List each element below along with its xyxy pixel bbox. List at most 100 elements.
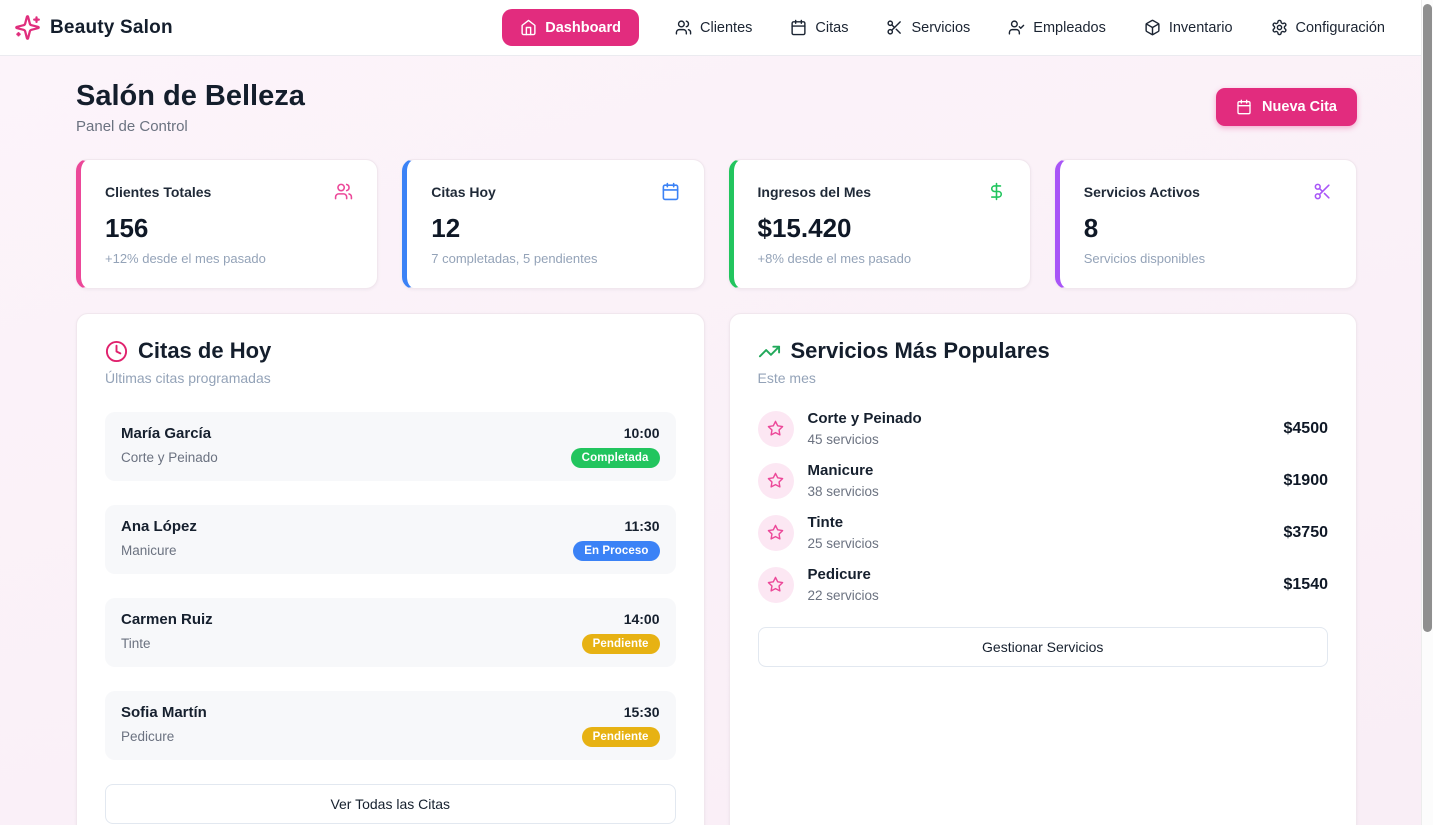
appointment-row[interactable]: Sofia Martín Pedicure 15:30 Pendiente — [105, 691, 676, 760]
home-icon — [520, 19, 537, 36]
service-name: Corte y Peinado — [807, 410, 922, 427]
nav-item[interactable]: Inventario — [1142, 10, 1235, 45]
main-panels: Citas de Hoy Últimas citas programadas M… — [76, 313, 1357, 825]
status-badge: Completada — [570, 448, 660, 468]
scissors-icon — [1313, 182, 1332, 201]
stat-label: Citas Hoy — [431, 183, 496, 200]
users-icon — [334, 182, 353, 201]
page-title: Salón de Belleza — [76, 80, 305, 112]
stat-value: 156 — [105, 213, 149, 243]
popular-services-subtitle: Este mes — [757, 370, 816, 386]
nav-item-label: Empleados — [1033, 19, 1106, 36]
stat-value: 8 — [1083, 213, 1099, 243]
service-count: 45 servicios — [807, 432, 879, 447]
stat-card: Ingresos del Mes $15.420 +8% desde el me… — [728, 159, 1031, 289]
service-name: Pedicure — [807, 566, 871, 583]
dashboard-page: Salón de Belleza Panel de Control Nueva … — [76, 56, 1357, 825]
nav-item[interactable]: Configuración — [1269, 10, 1387, 45]
page-header: Salón de Belleza Panel de Control Nueva … — [76, 80, 1357, 135]
package-icon — [1144, 19, 1161, 36]
gear-icon — [1271, 19, 1288, 36]
stat-label: Ingresos del Mes — [757, 183, 872, 200]
appointment-service: Pedicure — [121, 729, 175, 744]
scrollbar-thumb[interactable] — [1423, 4, 1432, 632]
stat-label: Clientes Totales — [105, 183, 212, 200]
service-row[interactable]: Pedicure 22 servicios $1540 — [757, 566, 1329, 603]
stat-note: +8% desde el mes pasado — [757, 251, 912, 266]
stat-card: Clientes Totales 156 +12% desde el mes p… — [76, 159, 379, 289]
nav-item[interactable]: Clientes — [673, 10, 754, 45]
services-list: Corte y Peinado 45 servicios $4500 Manic… — [757, 410, 1329, 603]
service-revenue: $4500 — [1283, 419, 1329, 437]
users-icon — [675, 19, 692, 36]
sparkles-icon — [14, 14, 41, 41]
nav-item[interactable]: Servicios — [884, 10, 972, 45]
status-badge: Pendiente — [581, 634, 660, 654]
client-name: Ana López — [121, 518, 197, 535]
popular-services-card: Servicios Más Populares Este mes Corte y… — [728, 313, 1357, 825]
status-badge: En Proceso — [573, 541, 660, 561]
nav-item[interactable]: Citas — [788, 10, 850, 45]
scissors-icon — [886, 19, 903, 36]
nav-item[interactable]: Empleados — [1006, 10, 1108, 45]
service-revenue: $1900 — [1283, 471, 1329, 489]
nav-item-label: Clientes — [700, 19, 753, 36]
service-name: Tinte — [807, 514, 844, 531]
nav-item-label: Inventario — [1168, 19, 1233, 36]
appointment-row[interactable]: Ana López Manicure 11:30 En Proceso — [105, 505, 676, 574]
trending-up-icon — [758, 340, 781, 363]
calendar-icon — [790, 19, 807, 36]
appointment-time: 11:30 — [624, 518, 660, 534]
appointment-time: 14:00 — [623, 611, 660, 627]
user-check-icon — [1008, 19, 1025, 36]
stat-card: Citas Hoy 12 7 completadas, 5 pendientes — [402, 159, 705, 289]
star-icon — [757, 410, 794, 447]
stat-value: 12 — [431, 213, 461, 243]
appointment-time: 10:00 — [623, 425, 660, 441]
stat-value: $15.420 — [757, 213, 852, 243]
popular-services-title: Servicios Más Populares — [790, 338, 1050, 363]
new-appointment-button[interactable]: Nueva Cita — [1216, 88, 1357, 126]
page-subtitle: Panel de Control — [76, 118, 188, 135]
stat-label: Servicios Activos — [1083, 183, 1200, 200]
service-count: 22 servicios — [807, 588, 879, 603]
nav-item-label: Dashboard — [545, 19, 622, 36]
stat-card: Servicios Activos 8 Servicios disponible… — [1054, 159, 1357, 289]
appointment-row[interactable]: Carmen Ruiz Tinte 14:00 Pendiente — [105, 598, 676, 667]
main-nav: Dashboard Clientes Citas Servicios Emple… — [502, 9, 1387, 46]
nav-item-label: Citas — [815, 19, 849, 36]
stats-row: Clientes Totales 156 +12% desde el mes p… — [76, 159, 1357, 289]
service-count: 38 servicios — [807, 484, 879, 499]
brand-name: Beauty Salon — [50, 16, 173, 38]
view-all-appointments-button[interactable]: Ver Todas las Citas — [105, 784, 676, 824]
nav-item[interactable]: Dashboard — [502, 9, 640, 46]
service-revenue: $3750 — [1283, 523, 1329, 541]
service-row[interactable]: Manicure 38 servicios $1900 — [757, 462, 1329, 499]
client-name: Sofia Martín — [121, 704, 207, 721]
stat-note: 7 completadas, 5 pendientes — [431, 251, 598, 266]
top-navigation-bar: Beauty Salon Dashboard Clientes Citas Se… — [0, 0, 1433, 56]
service-row[interactable]: Corte y Peinado 45 servicios $4500 — [757, 410, 1329, 447]
client-name: Carmen Ruiz — [121, 611, 213, 628]
service-name: Manicure — [807, 462, 874, 479]
appointment-service: Corte y Peinado — [121, 450, 218, 465]
stat-note: Servicios disponibles — [1083, 251, 1206, 266]
calendar-icon — [1236, 99, 1252, 115]
appointments-subtitle: Últimas citas programadas — [105, 370, 271, 386]
stat-note: +12% desde el mes pasado — [105, 251, 266, 266]
appointment-service: Tinte — [121, 636, 151, 651]
star-icon — [757, 566, 794, 603]
calendar-icon — [661, 182, 680, 201]
service-revenue: $1540 — [1283, 575, 1329, 593]
service-row[interactable]: Tinte 25 servicios $3750 — [757, 514, 1329, 551]
window-scrollbar[interactable] — [1421, 0, 1433, 825]
nav-item-label: Configuración — [1295, 19, 1385, 36]
appointment-row[interactable]: María García Corte y Peinado 10:00 Compl… — [105, 412, 676, 481]
appointments-list: María García Corte y Peinado 10:00 Compl… — [105, 412, 676, 760]
clock-icon — [105, 340, 128, 363]
manage-services-button[interactable]: Gestionar Servicios — [757, 627, 1328, 667]
appointments-title: Citas de Hoy — [138, 338, 272, 363]
dollar-icon — [987, 182, 1006, 201]
nav-item-label: Servicios — [911, 19, 971, 36]
status-badge: Pendiente — [581, 727, 660, 747]
